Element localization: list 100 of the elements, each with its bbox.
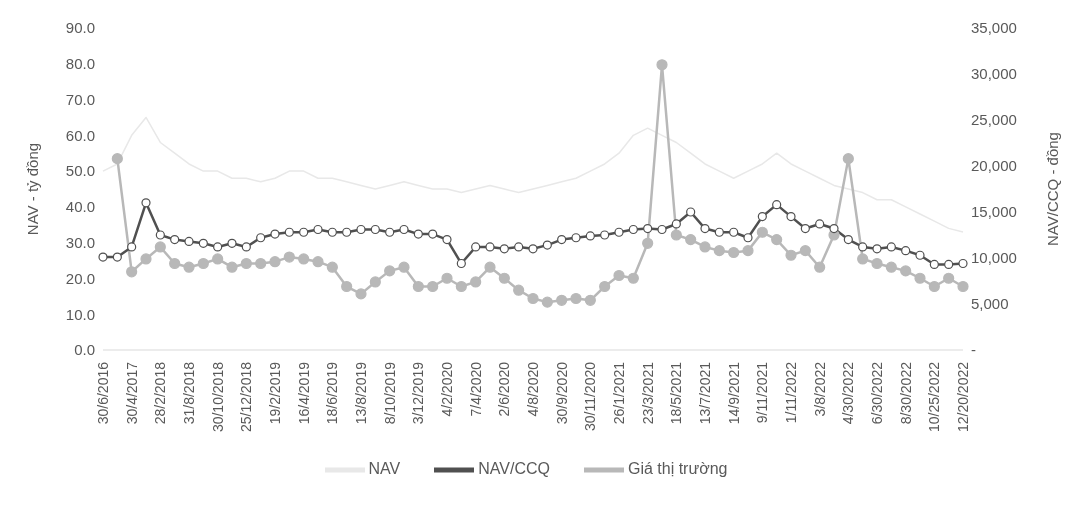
point [670, 229, 682, 241]
point [699, 241, 711, 253]
point [685, 234, 697, 246]
point [642, 237, 654, 249]
legend-label: NAV [368, 460, 401, 478]
point [771, 234, 783, 246]
point [943, 272, 955, 284]
x-tick-label: 18/5/2021 [668, 361, 685, 425]
point [441, 272, 453, 284]
point [111, 153, 123, 165]
point [298, 253, 310, 265]
x-tick-label: 4/30/2022 [840, 361, 857, 425]
point [183, 261, 195, 273]
y2-axis-title: NAV/CCQ - đồng [1044, 132, 1062, 246]
point [212, 253, 224, 265]
point [369, 276, 381, 288]
x-tick-label: 30/6/2016 [95, 361, 111, 425]
x-tick-label: 9/11/2021 [754, 361, 771, 424]
x-tick-label: 8/10/2019 [381, 361, 398, 425]
point [613, 269, 625, 282]
y2-tick-label: 25,000 [971, 111, 1017, 129]
y-tick-label: 10.0 [65, 305, 95, 323]
x-tick-label: 3/12/2019 [410, 361, 427, 425]
x-tick-label: 13/7/2021 [697, 361, 713, 425]
point [255, 257, 267, 270]
point [713, 245, 725, 257]
x-tick-label: 25/12/2018 [238, 361, 255, 433]
x-tick-label: 14/9/2021 [725, 361, 742, 425]
point [455, 280, 467, 293]
point [326, 261, 338, 273]
y-tick-label: 80.0 [65, 55, 95, 73]
point [900, 265, 912, 277]
point [498, 272, 510, 284]
point [398, 261, 410, 273]
point [470, 276, 482, 288]
x-tick-label: 4/8/2020 [525, 361, 541, 417]
point [885, 261, 897, 273]
point [756, 226, 768, 238]
x-tick-label: 30/10/2018 [209, 361, 226, 433]
x-tick-label: 12/20/2022 [955, 361, 971, 433]
y-tick-label: 20.0 [65, 269, 95, 287]
x-tick-label: 23/3/2021 [639, 361, 656, 425]
point [513, 284, 525, 296]
point [599, 280, 611, 293]
point [226, 261, 238, 273]
point [570, 292, 582, 305]
x-tick-label: 2/6/2020 [496, 361, 513, 417]
point [484, 261, 496, 273]
x-tick-label: 6/30/2022 [869, 361, 885, 425]
x-tick-label: 18/6/2019 [324, 361, 341, 425]
point [871, 257, 883, 270]
y2-tick-label: 10,000 [971, 249, 1017, 267]
point [283, 251, 295, 263]
x-tick-label: 13/8/2019 [353, 361, 369, 425]
legend-label: NAV/CCQ [478, 460, 550, 478]
x-tick-label: 30/9/2020 [553, 361, 570, 425]
point [541, 296, 553, 308]
y2-tick-label: - [971, 341, 976, 359]
x-tick-label: 30/11/2020 [582, 361, 599, 432]
point [240, 257, 252, 270]
legend-label: Giá thị trường [627, 460, 728, 478]
y-tick-label: 70.0 [65, 90, 95, 108]
point [928, 280, 940, 293]
x-tick-label: 8/30/2022 [897, 361, 914, 425]
y-tick-label: 50.0 [65, 162, 95, 180]
point [412, 280, 424, 293]
point [341, 280, 353, 293]
y-axis-title: NAV - tỷ đồng [24, 142, 42, 236]
point [728, 246, 740, 259]
point [269, 256, 281, 268]
y-tick-label: 0.0 [74, 341, 95, 359]
point [656, 59, 668, 71]
line-series [102, 116, 964, 233]
y2-tick-label: 30,000 [971, 65, 1017, 83]
y-tick-label: 40.0 [65, 198, 95, 216]
point [857, 253, 869, 265]
point [957, 280, 969, 293]
x-tick-label: 7/4/2020 [467, 361, 484, 417]
x-tick-label: 28/2/2018 [152, 361, 169, 425]
point [126, 266, 138, 278]
point [785, 249, 797, 261]
y-tick-label: 30.0 [65, 233, 95, 251]
y2-tick-label: 20,000 [971, 157, 1017, 175]
point [140, 253, 152, 265]
x-tick-label: 26/1/2021 [611, 361, 627, 425]
x-tick-label: 4/2/2020 [439, 361, 455, 417]
point [312, 256, 324, 268]
point [197, 257, 209, 270]
x-tick-label: 31/8/2018 [181, 361, 197, 425]
y2-tick-label: 15,000 [971, 203, 1017, 221]
y-tick-label: 90.0 [65, 19, 95, 37]
point [427, 280, 439, 293]
point [914, 272, 926, 284]
point [154, 241, 166, 253]
x-tick-label: 16/4/2019 [295, 361, 312, 425]
x-tick-label: 10/25/2022 [926, 361, 943, 433]
y2-tick-label: 35,000 [971, 19, 1017, 37]
point [799, 245, 811, 257]
x-tick-label: 1/11/2022 [783, 361, 799, 424]
x-tick-label: 30/4/2017 [123, 361, 140, 425]
